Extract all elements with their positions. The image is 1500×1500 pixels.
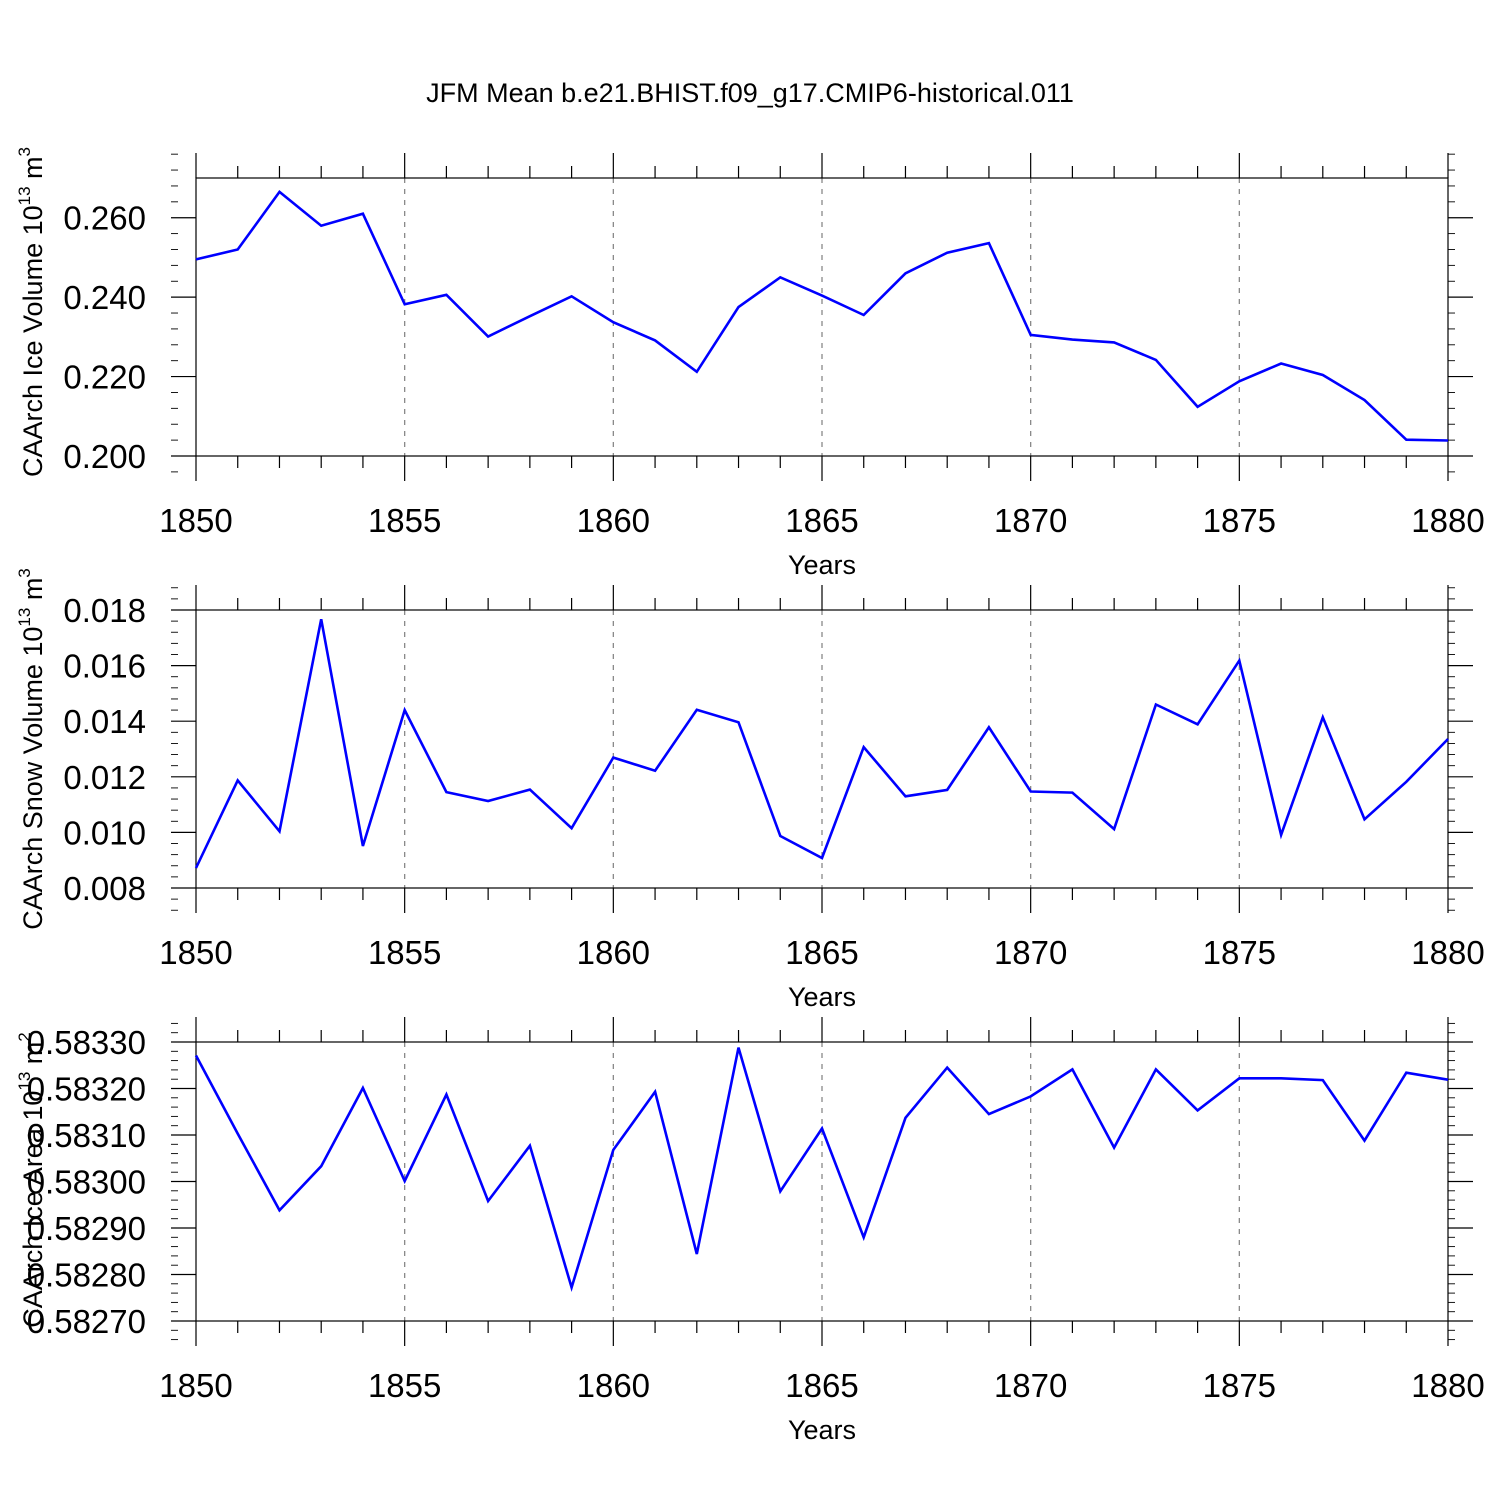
- y-tick-label: 0.240: [63, 279, 146, 316]
- y-tick-label: 0.008: [63, 870, 146, 907]
- y-tick-label: 0.012: [63, 759, 146, 796]
- y-tick-label: 0.58330: [27, 1024, 146, 1061]
- y-axis-title: CAArch Ice Area 1013 m2: [15, 1032, 48, 1328]
- x-axis-title: Years: [788, 550, 856, 580]
- y-tick-label: 0.58310: [27, 1117, 146, 1154]
- page-title: JFM Mean b.e21.BHIST.f09_g17.CMIP6-histo…: [426, 78, 1074, 108]
- x-tick-label: 1870: [994, 1367, 1067, 1404]
- chart-panel-2: 1850 1855 1860 1865 1870 1875 1880 0.008 0.010 0.…: [15, 568, 1485, 1012]
- y-tick-label: 0.58280: [27, 1257, 146, 1294]
- x-tick-label: 1850: [159, 502, 232, 539]
- y-tick-label: 0.200: [63, 438, 146, 475]
- x-axis-title: Years: [788, 1415, 856, 1445]
- chart-panel-1: 1850 1855 1860 1865 1870 1875 1880 0.200 0.220 0.…: [15, 147, 1485, 580]
- x-tick-label: 1855: [368, 502, 441, 539]
- x-axis-title: Years: [788, 982, 856, 1012]
- x-tick-label: 1880: [1411, 1367, 1484, 1404]
- y-tick-label: 0.58270: [27, 1303, 146, 1340]
- x-tick-label: 1875: [1203, 934, 1276, 971]
- y-tick-label: 0.010: [63, 814, 146, 851]
- x-tick-label: 1850: [159, 934, 232, 971]
- x-tick-label: 1880: [1411, 934, 1484, 971]
- y-tick-label: 0.58290: [27, 1210, 146, 1247]
- series-line: [195, 190, 1449, 442]
- x-tick-label: 1870: [994, 934, 1067, 971]
- x-tick-label: 1875: [1203, 1367, 1276, 1404]
- y-tick-label: 0.58300: [27, 1164, 146, 1201]
- y-tick-label: 0.014: [63, 703, 146, 740]
- x-tick-label: 1860: [577, 1367, 650, 1404]
- x-tick-label: 1860: [577, 934, 650, 971]
- x-tick-label: 1875: [1203, 502, 1276, 539]
- x-tick-label: 1855: [368, 1367, 441, 1404]
- x-tick-label: 1850: [159, 1367, 232, 1404]
- y-axis-title: CAArch Snow Volume 1013 m3: [15, 568, 48, 930]
- x-tick-label: 1865: [785, 502, 858, 539]
- chart-panel-3: 1850 1855 1860 1865 1870 1875 1880 0.58270 0.582…: [15, 1017, 1485, 1445]
- y-tick-label: 0.58320: [27, 1071, 146, 1108]
- x-tick-label: 1880: [1411, 502, 1484, 539]
- x-tick-label: 1855: [368, 934, 441, 971]
- plot-frame: [195, 1041, 1449, 1322]
- plot-frame: [195, 177, 1449, 457]
- x-tick-label: 1860: [577, 502, 650, 539]
- y-tick-label: 0.018: [63, 592, 146, 629]
- x-tick-label: 1870: [994, 502, 1067, 539]
- y-tick-label: 0.260: [63, 200, 146, 237]
- y-axis-title: CAArch Ice Volume 1013 m3: [15, 147, 48, 477]
- x-tick-label: 1865: [785, 934, 858, 971]
- y-tick-label: 0.220: [63, 359, 146, 396]
- x-tick-label: 1865: [785, 1367, 858, 1404]
- y-tick-label: 0.016: [63, 648, 146, 685]
